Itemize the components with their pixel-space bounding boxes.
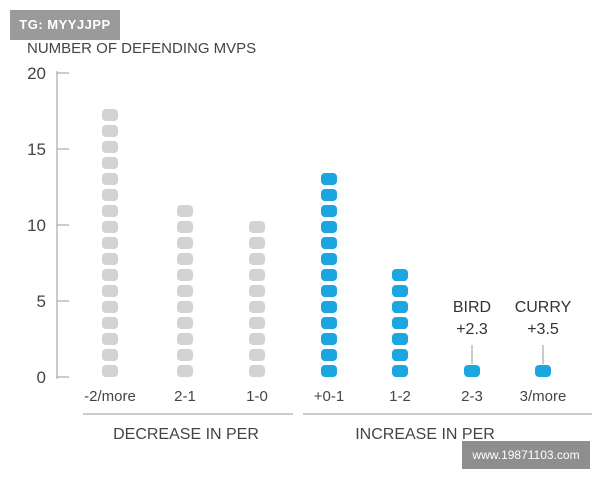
bar-dot: [249, 317, 265, 329]
bar-dot: [177, 237, 193, 249]
y-tick-label: 5: [37, 292, 46, 311]
bar-dot: [249, 285, 265, 297]
bar-dot: [392, 365, 408, 377]
bar-dot: [392, 317, 408, 329]
bar-dot: [102, 253, 118, 265]
bar-dot: [392, 333, 408, 345]
watermark-bottom: www.19871103.com: [462, 441, 590, 469]
bar-dot: [321, 173, 337, 185]
bar-dot: [249, 269, 265, 281]
bar-dot: [321, 301, 337, 313]
bar-dot: [102, 237, 118, 249]
bar-dot: [102, 317, 118, 329]
bar-dot: [392, 349, 408, 361]
y-tick-label: 0: [37, 368, 46, 387]
x-tick-label: +0-1: [314, 388, 344, 405]
bar-dot: [321, 317, 337, 329]
bar-dot: [249, 221, 265, 233]
bar-dot: [177, 285, 193, 297]
watermark-top: TG: MYYJJPP: [10, 10, 120, 40]
bar-1-0: [249, 221, 265, 377]
bar-dot: [177, 349, 193, 361]
bar-dot: [102, 173, 118, 185]
group-label: INCREASE IN PER: [355, 426, 495, 443]
y-axis-title: NUMBER OF DEFENDING MVPS: [27, 40, 256, 57]
bar-dot: [102, 285, 118, 297]
annotation-name: BIRD: [453, 299, 491, 316]
x-tick-label: 1-0: [246, 388, 268, 405]
bar-2-3: [464, 365, 480, 377]
bar-dot: [102, 365, 118, 377]
bar-dot: [249, 365, 265, 377]
chart-marks: [102, 109, 551, 377]
bar-dot: [177, 301, 193, 313]
bar-dot: [177, 253, 193, 265]
bar-dot: [102, 141, 118, 153]
bar-dot: [249, 349, 265, 361]
bar-dot: [102, 125, 118, 137]
bar-dot: [392, 301, 408, 313]
x-tick-labels: -2/more 2-1 1-0 +0-1 1-2 2-3 3/more: [84, 388, 566, 405]
bar-dot: [392, 285, 408, 297]
x-tick-label: 2-1: [174, 388, 196, 405]
annotation-value: +2.3: [456, 321, 488, 338]
x-tick-label: -2/more: [84, 388, 136, 405]
annotation-value: +3.5: [527, 321, 559, 338]
y-tick-label: 20: [27, 64, 46, 83]
x-tick-label: 2-3: [461, 388, 483, 405]
bar-dot: [177, 317, 193, 329]
annotations: BIRD +2.3 CURRY +3.5: [453, 299, 572, 364]
bar-dot: [102, 189, 118, 201]
bar-dot: [177, 205, 193, 217]
annotation-name: CURRY: [515, 299, 572, 316]
bar-3/more: [535, 365, 551, 377]
group-label: DECREASE IN PER: [113, 426, 259, 443]
bar-dot: [102, 269, 118, 281]
bar-dot: [102, 205, 118, 217]
y-tick-label: 10: [27, 216, 46, 235]
x-tick-label: 1-2: [389, 388, 411, 405]
bar-dot: [321, 189, 337, 201]
bar-dot: [321, 349, 337, 361]
bar-+0-1: [321, 173, 337, 377]
bar-dot: [392, 269, 408, 281]
x-tick-label: 3/more: [520, 388, 567, 405]
bar-dot: [102, 349, 118, 361]
bar-dot: [535, 365, 551, 377]
bar-dot: [321, 269, 337, 281]
bar-dot: [249, 237, 265, 249]
bar-dot: [102, 333, 118, 345]
bar--2/more: [102, 109, 118, 377]
bar-dot: [102, 221, 118, 233]
bar-2-1: [177, 205, 193, 377]
bar-dot: [249, 333, 265, 345]
group-labels: DECREASE IN PER INCREASE IN PER: [83, 413, 592, 443]
bar-dot: [102, 301, 118, 313]
bar-1-2: [392, 269, 408, 377]
bar-dot: [102, 109, 118, 121]
bar-dot: [102, 157, 118, 169]
bar-dot: [464, 365, 480, 377]
y-axis: 0 5 10 15 20: [27, 64, 69, 387]
bar-dot: [321, 333, 337, 345]
bar-dot: [177, 365, 193, 377]
bar-dot: [177, 221, 193, 233]
bar-dot: [321, 253, 337, 265]
bar-dot: [321, 205, 337, 217]
bar-dot: [249, 301, 265, 313]
y-tick-label: 15: [27, 140, 46, 159]
bar-dot: [321, 237, 337, 249]
bar-dot: [177, 333, 193, 345]
bar-dot: [321, 285, 337, 297]
bar-dot: [249, 253, 265, 265]
bar-dot: [321, 365, 337, 377]
bar-dot: [321, 221, 337, 233]
bar-dot: [177, 269, 193, 281]
